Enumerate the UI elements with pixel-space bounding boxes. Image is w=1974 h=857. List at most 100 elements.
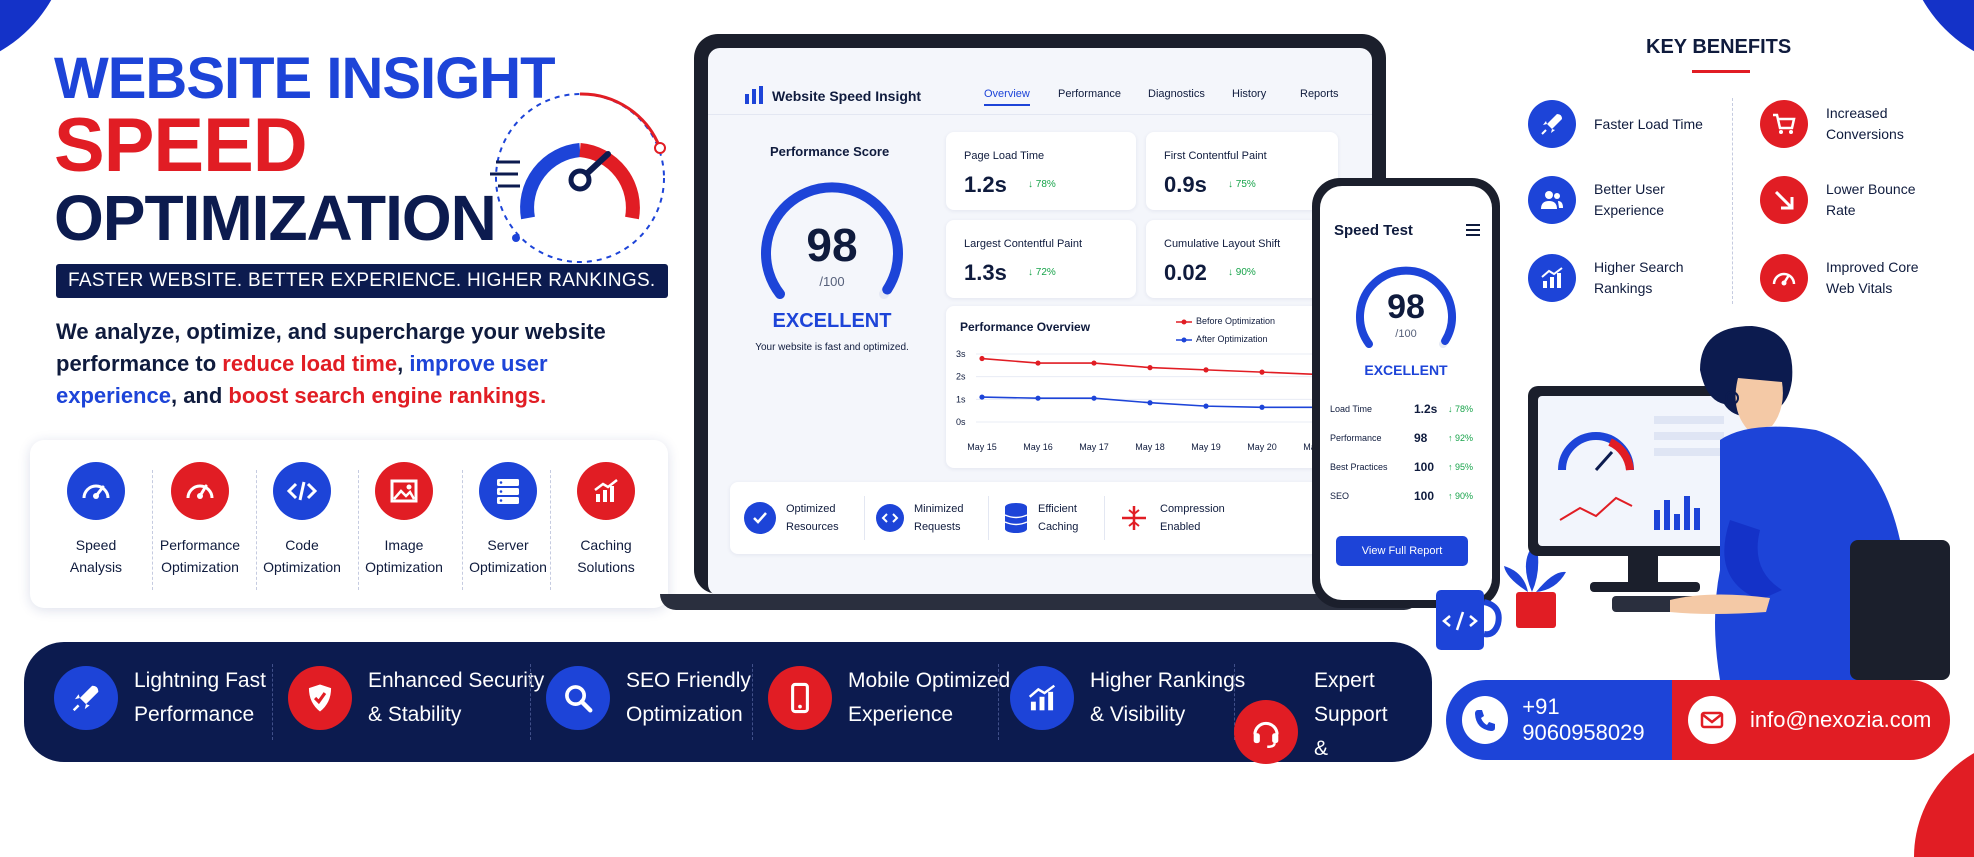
- lead-highlight: reduce load time: [222, 351, 398, 376]
- code-icon: [273, 462, 331, 520]
- service-label: Optimization: [469, 559, 547, 575]
- bottom-feature-label: Optimization: [626, 703, 743, 726]
- service-image-optimization[interactable]: Image Optimization: [354, 462, 454, 578]
- shield-icon: [288, 666, 352, 730]
- headline-line-2: SPEED: [54, 103, 308, 188]
- benefit-item: Faster Load Time: [1528, 100, 1703, 148]
- bottom-feature-label: Mobile Optimized: [848, 669, 1011, 692]
- nav-reports[interactable]: Reports: [1300, 88, 1339, 100]
- data-point: [1091, 360, 1097, 366]
- legend-after: After Optimization: [1196, 334, 1268, 344]
- service-label: Caching: [580, 537, 632, 553]
- divider: [988, 496, 989, 540]
- bottom-feature-label: Experience: [848, 703, 954, 726]
- database-icon: [1004, 503, 1028, 533]
- score-title: Performance Score: [770, 144, 890, 159]
- feature-label: Caching: [1038, 521, 1079, 533]
- score-gauge: [761, 182, 903, 299]
- bottom-feature: Higher Rankings & Visibility: [1010, 664, 1245, 732]
- service-label: Solutions: [577, 559, 635, 575]
- metric-delta: ↓ 75%: [1228, 179, 1256, 190]
- divider: [998, 664, 999, 740]
- bottom-features-bar: Lightning Fast Performance Enhanced Secur…: [24, 642, 1434, 794]
- benefit-label: Lower Bounce: [1826, 181, 1916, 197]
- service-caching-solutions[interactable]: Caching Solutions: [556, 462, 656, 578]
- nav-overview[interactable]: Overview: [984, 88, 1030, 106]
- benefit-label: Increased: [1826, 105, 1888, 121]
- nav-diagnostics[interactable]: Diagnostics: [1148, 88, 1205, 100]
- menu-icon[interactable]: [1466, 224, 1480, 236]
- users-icon: [1528, 176, 1576, 224]
- person-at-computer-illustration: [1528, 326, 1950, 680]
- metric-label: First Contentful Paint: [1164, 150, 1267, 162]
- header-divider: [708, 114, 1372, 115]
- code-icon: [876, 504, 904, 532]
- lead-paragraph: We analyze, optimize, and supercharge yo…: [56, 316, 676, 412]
- legend-after-icon: [1176, 337, 1192, 343]
- service-code-optimization[interactable]: Code Optimization: [252, 462, 352, 578]
- view-full-report-button[interactable]: View Full Report: [1336, 536, 1468, 566]
- data-point: [1203, 367, 1209, 373]
- feature-label: Compression: [1160, 503, 1225, 515]
- benefit-item: Improved Core Web Vitals: [1760, 254, 1919, 302]
- service-label: Speed: [75, 537, 117, 553]
- service-label: Optimization: [365, 559, 443, 575]
- metric-delta: ↓ 90%: [1228, 267, 1256, 278]
- lead-highlight: improve user: [409, 351, 548, 376]
- benefit-label: Better User: [1594, 181, 1665, 197]
- email-contact[interactable]: info@nexozia.com: [1672, 680, 1950, 760]
- phone-row-delta: ↑ 92%: [1448, 433, 1474, 443]
- bottom-feature-label: Higher Rankings: [1090, 669, 1246, 692]
- metric-value: 0.9s: [1164, 172, 1207, 197]
- phone-row-delta: ↑ 95%: [1448, 462, 1474, 472]
- gauge-icon: [171, 462, 229, 520]
- divider: [256, 470, 257, 590]
- benefit-item: Lower Bounce Rate: [1760, 176, 1916, 224]
- service-performance-optimization[interactable]: Performance Optimization: [150, 462, 250, 578]
- phone-row-label: Load Time: [1330, 404, 1373, 414]
- laptop-base: [660, 594, 1420, 610]
- score-gauge-fill: [761, 182, 903, 299]
- phone-icon: [1462, 696, 1509, 744]
- features-strip: Optimized Resources Minimized Requests Eff…: [730, 482, 1338, 554]
- data-point: [979, 355, 985, 362]
- metric-card: Cumulative Layout Shift 0.02 ↓ 90%: [1146, 220, 1338, 298]
- data-point: [1259, 404, 1265, 410]
- benefit-label: Higher Search: [1594, 259, 1684, 275]
- x-tick-label: May 16: [1023, 442, 1053, 452]
- service-label: Code: [285, 537, 319, 553]
- tagline: FASTER WEBSITE. BETTER EXPERIENCE. HIGHE…: [56, 264, 668, 298]
- feature-label: Enabled: [1160, 521, 1201, 533]
- bottom-feature-label: & Stability: [368, 703, 462, 726]
- phone-row-value: 1.2s: [1414, 402, 1438, 416]
- benefit-item: Better User Experience: [1528, 176, 1665, 224]
- benefit-label: Web Vitals: [1826, 280, 1893, 296]
- nav-history[interactable]: History: [1232, 88, 1267, 100]
- divider: [752, 664, 753, 740]
- metric-card: Largest Contentful Paint 1.3s ↓ 72%: [946, 220, 1136, 298]
- nav-performance[interactable]: Performance: [1058, 88, 1121, 100]
- service-label: Analysis: [69, 559, 123, 575]
- feature-label: Minimized: [914, 503, 964, 515]
- phone-contact[interactable]: +91 9060958029: [1446, 680, 1682, 760]
- benefits-title: KEY BENEFITS: [1646, 36, 1792, 58]
- divider: [550, 470, 551, 590]
- check-icon: [744, 502, 776, 534]
- benefit-item: Higher Search Rankings: [1528, 254, 1684, 302]
- headline-line-3: OPTIMIZATION: [54, 182, 497, 254]
- chart-up-icon: [1528, 254, 1576, 302]
- service-server-optimization[interactable]: Server Optimization: [458, 462, 558, 578]
- score-max: /100: [819, 274, 845, 289]
- x-tick-label: May 15: [967, 442, 997, 452]
- data-point: [1091, 395, 1097, 401]
- benefit-label: Conversions: [1826, 126, 1904, 142]
- phone-row-delta: ↓ 78%: [1448, 404, 1474, 414]
- metric-value: 1.2s: [964, 172, 1007, 197]
- data-point: [1203, 403, 1209, 409]
- cart-icon: [1760, 100, 1808, 148]
- divider: [864, 496, 865, 540]
- phone-score-label: EXCELLENT: [1364, 362, 1448, 378]
- mobile-icon: [768, 666, 832, 730]
- bottom-feature-label: Enhanced Security: [368, 669, 545, 692]
- service-speed-analysis[interactable]: Speed Analysis: [46, 462, 146, 578]
